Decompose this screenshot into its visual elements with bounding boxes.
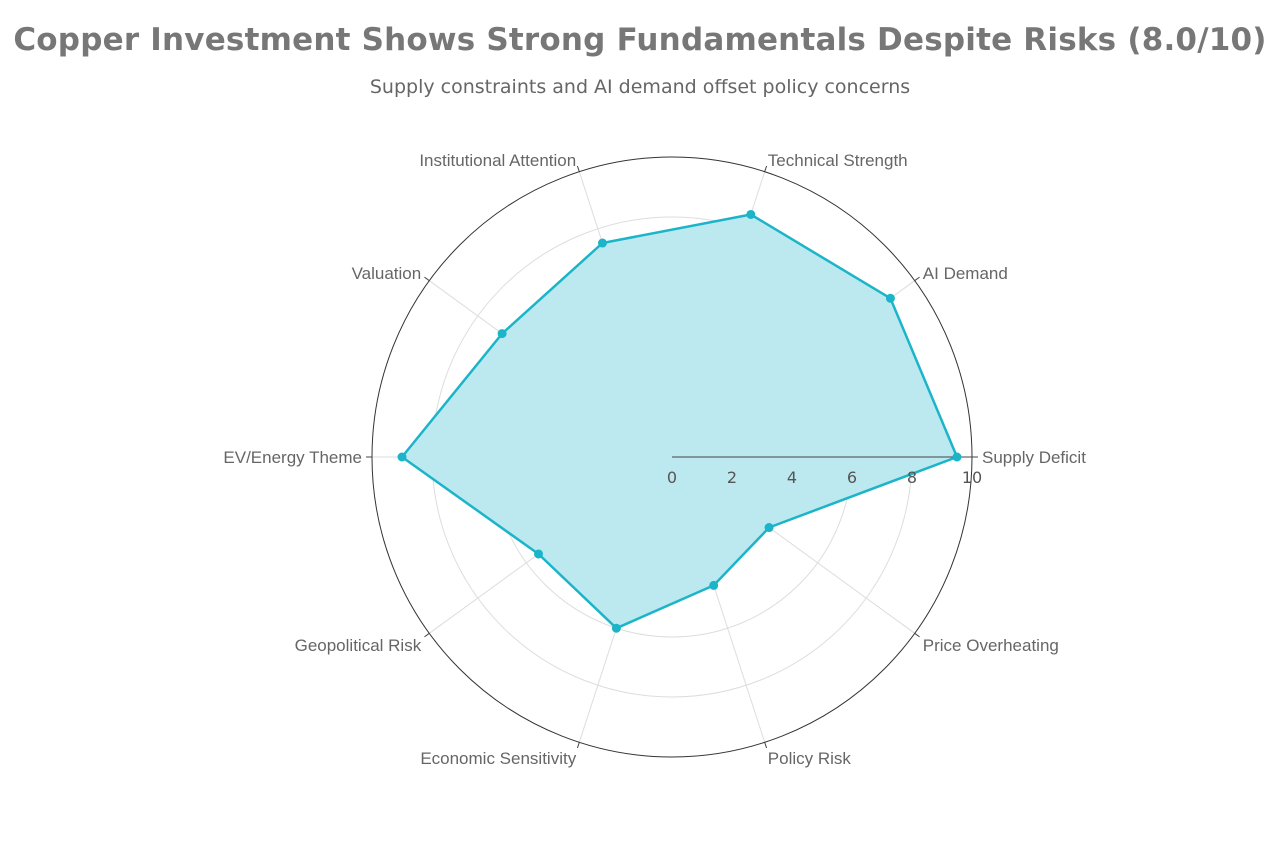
angular-tick	[764, 165, 768, 172]
angular-tick	[914, 276, 920, 282]
data-point-6	[534, 549, 544, 559]
category-label: Policy Risk	[768, 749, 852, 768]
radial-tick-label: 10	[962, 468, 982, 487]
radial-tick-label: 2	[727, 468, 737, 487]
data-point-8	[709, 580, 719, 590]
data-layer	[397, 209, 972, 633]
data-point-7	[611, 623, 621, 633]
data-point-2	[746, 209, 756, 219]
angular-tick	[424, 632, 430, 638]
angular-tick	[764, 742, 768, 749]
category-label: Institutional Attention	[419, 151, 576, 170]
data-point-3	[597, 238, 607, 248]
angular-tick	[576, 165, 580, 172]
chart-title: Copper Investment Shows Strong Fundament…	[13, 22, 1267, 58]
chart-subtitle: Supply constraints and AI demand offset …	[369, 76, 911, 98]
category-label: Economic Sensitivity	[420, 749, 576, 768]
data-point-5	[397, 452, 407, 462]
category-label: Supply Deficit	[982, 448, 1086, 467]
category-label: EV/Energy Theme	[223, 448, 362, 467]
radial-tick-label: 6	[847, 468, 857, 487]
data-point-4	[497, 329, 507, 339]
data-point-0	[952, 452, 962, 462]
angular-tick	[914, 632, 920, 638]
series-fill	[402, 214, 957, 629]
category-label: AI Demand	[923, 264, 1008, 283]
data-point-9	[764, 523, 774, 533]
radial-tick-label: 8	[907, 468, 917, 487]
category-label: Valuation	[352, 264, 422, 283]
angular-tick	[424, 276, 430, 282]
data-point-1	[885, 293, 895, 303]
category-label: Price Overheating	[923, 636, 1059, 655]
category-label: Technical Strength	[768, 151, 908, 170]
radial-tick-label: 4	[787, 468, 797, 487]
radial-tick-label: 0	[667, 468, 677, 487]
angular-tick	[576, 742, 580, 749]
category-label: Geopolitical Risk	[295, 636, 422, 655]
